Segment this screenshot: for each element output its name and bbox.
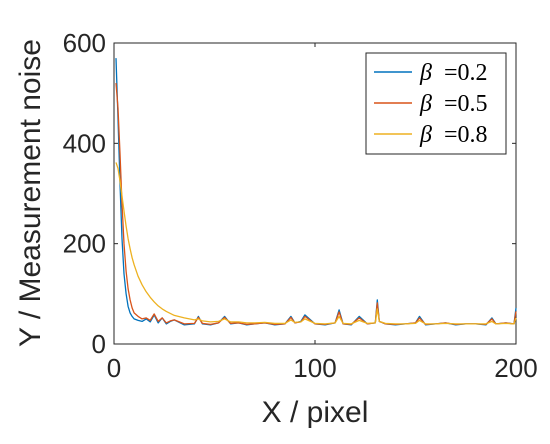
series-layer bbox=[115, 58, 517, 326]
legend-label-beta-0.5: β =0.5 bbox=[419, 91, 488, 117]
legend-beta-value: =0.5 bbox=[444, 91, 488, 117]
legend-beta-value: =0.8 bbox=[444, 122, 488, 148]
y-tick-label: 400 bbox=[63, 128, 106, 158]
legend-beta-symbol: β bbox=[419, 60, 432, 86]
x-tick-label: 100 bbox=[293, 353, 336, 383]
y-tick-label: 600 bbox=[63, 28, 106, 58]
legend-label-beta-0.2: β =0.2 bbox=[419, 60, 488, 86]
ticks-layer: 0 100 200 0 200 400 600 bbox=[63, 28, 538, 383]
x-tick-label: 200 bbox=[494, 353, 537, 383]
legend-beta-symbol: β bbox=[419, 122, 432, 148]
legend: β =0.2 β =0.5 β =0.8 bbox=[365, 52, 507, 155]
series-line-2 bbox=[115, 162, 517, 325]
legend-beta-symbol: β bbox=[419, 91, 432, 117]
x-tick-label: 0 bbox=[107, 353, 121, 383]
x-axis-label: X / pixel bbox=[262, 396, 369, 429]
y-axis-label: Y / Measurement noise bbox=[14, 39, 47, 347]
legend-label-beta-0.8: β =0.8 bbox=[419, 122, 488, 148]
y-tick-label: 0 bbox=[92, 329, 106, 359]
legend-beta-value: =0.2 bbox=[444, 60, 488, 86]
y-tick-label: 200 bbox=[63, 229, 106, 259]
